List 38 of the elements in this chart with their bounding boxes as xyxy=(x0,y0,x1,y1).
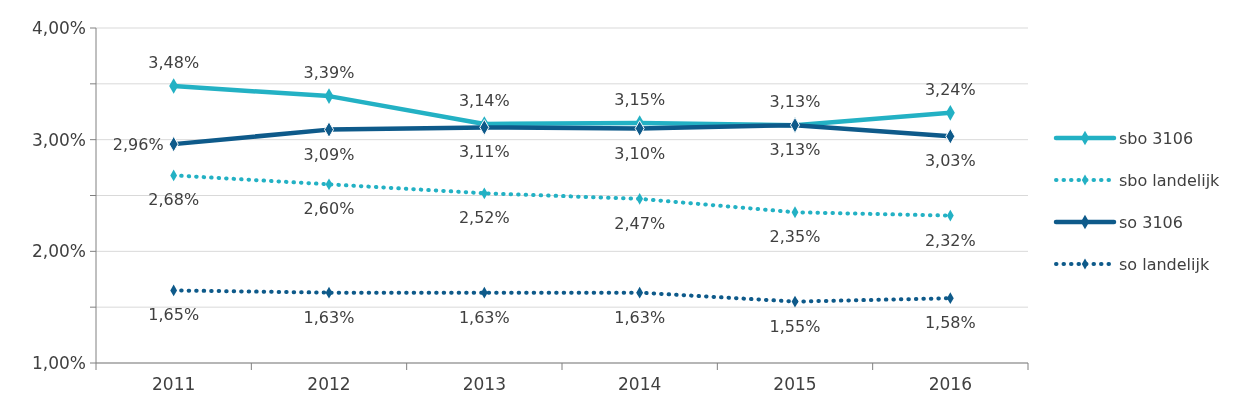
x-tick-label: 2011 xyxy=(152,374,196,394)
x-tick-label: 2016 xyxy=(928,374,972,394)
data-label: 3,09% xyxy=(303,144,355,164)
x-tick-label: 2013 xyxy=(462,374,506,394)
data-label: 1,65% xyxy=(148,305,200,325)
data-label: 3,03% xyxy=(924,151,976,171)
legend-label: sbo 3106 xyxy=(1119,128,1194,148)
data-label: 3,13% xyxy=(769,92,821,112)
data-label: 1,58% xyxy=(924,313,976,333)
x-tick-label: 2015 xyxy=(773,374,817,394)
x-tick-label: 2014 xyxy=(618,374,662,394)
data-label: 2,35% xyxy=(769,227,821,247)
data-label: 2,68% xyxy=(148,190,200,210)
data-label: 3,39% xyxy=(303,63,355,83)
data-label: 1,63% xyxy=(303,307,355,327)
data-label: 3,11% xyxy=(458,142,510,162)
y-tick-label: 1,00% xyxy=(31,352,86,373)
data-label: 2,47% xyxy=(614,213,666,233)
data-label: 1,63% xyxy=(458,307,510,327)
data-label: 2,60% xyxy=(303,199,355,219)
legend-label: sbo landelijk xyxy=(1119,170,1221,190)
y-tick-label: 3,00% xyxy=(31,129,86,150)
data-label: 2,32% xyxy=(924,230,976,250)
data-label: 1,63% xyxy=(614,307,666,327)
legend-label: so 3106 xyxy=(1119,212,1183,232)
y-tick-label: 4,00% xyxy=(31,17,86,38)
data-label: 2,96% xyxy=(112,135,164,155)
data-label: 3,10% xyxy=(614,143,666,163)
data-label: 3,13% xyxy=(769,140,821,160)
legend-label: so landelijk xyxy=(1119,254,1210,274)
data-label: 2,52% xyxy=(458,208,510,228)
x-tick-label: 2012 xyxy=(307,374,351,394)
y-tick-label: 2,00% xyxy=(31,241,86,262)
data-label: 3,24% xyxy=(924,79,976,99)
data-label: 3,48% xyxy=(148,53,200,73)
data-label: 1,55% xyxy=(769,316,821,336)
data-label: 3,15% xyxy=(614,89,666,109)
data-label: 3,14% xyxy=(458,91,510,111)
